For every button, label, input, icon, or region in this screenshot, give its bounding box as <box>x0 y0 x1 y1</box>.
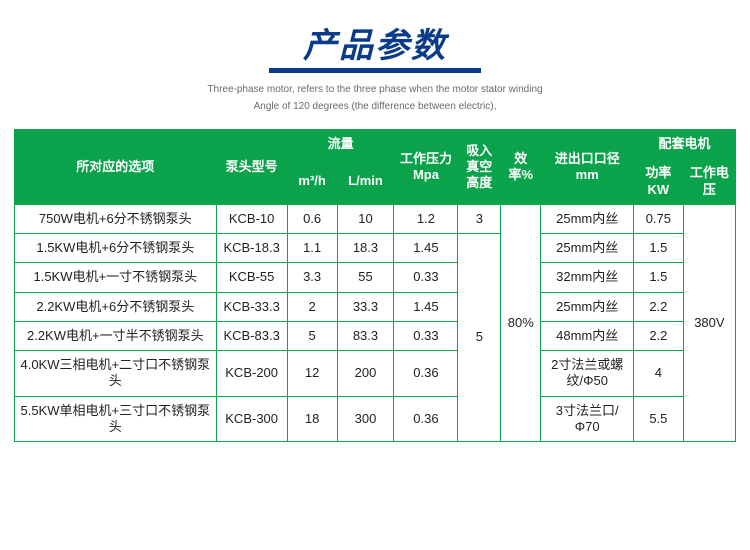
th-option: 所对应的选项 <box>15 130 217 205</box>
cell-inlet: 2寸法兰或螺纹/Φ50 <box>541 351 633 397</box>
cell-inlet: 25mm内丝 <box>541 292 633 321</box>
cell-suction-merged: 5 <box>458 234 501 442</box>
cell-m3h: 0.6 <box>287 204 337 233</box>
cell-model: KCB-10 <box>216 204 287 233</box>
cell-mpa: 0.33 <box>394 321 458 350</box>
th-power-kw: 功率KW <box>633 159 683 205</box>
cell-option: 2.2KW电机+6分不锈钢泵头 <box>15 292 217 321</box>
cell-inlet: 3寸法兰口/Φ70 <box>541 396 633 442</box>
cell-lmin: 33.3 <box>337 292 394 321</box>
cell-option: 2.2KW电机+一寸半不锈钢泵头 <box>15 321 217 350</box>
cell-model: KCB-18.3 <box>216 234 287 263</box>
cell-model: KCB-33.3 <box>216 292 287 321</box>
cell-kw: 5.5 <box>633 396 683 442</box>
cell-model: KCB-200 <box>216 351 287 397</box>
subtitle: Three-phase motor, refers to the three p… <box>0 81 750 115</box>
cell-lmin: 300 <box>337 396 394 442</box>
th-pump-model: 泵头型号 <box>216 130 287 205</box>
table-wrap: 所对应的选项 泵头型号 流量 工作压力Mpa 吸入真空高度 效率% 进出口口径m… <box>0 115 750 442</box>
th-voltage: 工作电压 <box>683 159 735 205</box>
th-inlet-outlet: 进出口口径mm <box>541 130 633 205</box>
cell-kw: 2.2 <box>633 292 683 321</box>
table-row: 1.5KW电机+一寸不锈钢泵头KCB-553.3550.33 32mm内丝1.5 <box>15 263 736 292</box>
title-block: 产品参数 Three-phase motor, refers to the th… <box>0 0 750 115</box>
cell-mpa: 1.2 <box>394 204 458 233</box>
cell-kw: 2.2 <box>633 321 683 350</box>
th-motor-group: 配套电机 <box>633 130 735 159</box>
cell-m3h: 3.3 <box>287 263 337 292</box>
table-row: 2.2KW电机+一寸半不锈钢泵头KCB-83.3583.30.33 48mm内丝2… <box>15 321 736 350</box>
cell-option: 1.5KW电机+6分不锈钢泵头 <box>15 234 217 263</box>
cell-efficiency: 80% <box>501 204 541 441</box>
cell-inlet: 25mm内丝 <box>541 204 633 233</box>
cell-m3h: 18 <box>287 396 337 442</box>
th-flow-lmin: L/min <box>337 159 394 205</box>
th-flow-group: 流量 <box>287 130 394 159</box>
spec-table: 所对应的选项 泵头型号 流量 工作压力Mpa 吸入真空高度 效率% 进出口口径m… <box>14 129 736 442</box>
th-flow-m3h: m³/h <box>287 159 337 205</box>
cell-option: 750W电机+6分不锈钢泵头 <box>15 204 217 233</box>
cell-mpa: 1.45 <box>394 292 458 321</box>
table-row: 4.0KW三相电机+二寸口不锈钢泵头KCB-200122000.36 2寸法兰或螺… <box>15 351 736 397</box>
cell-mpa: 1.45 <box>394 234 458 263</box>
table-row: 2.2KW电机+6分不锈钢泵头KCB-33.3233.31.45 25mm内丝2.… <box>15 292 736 321</box>
title-underline <box>269 68 481 73</box>
cell-model: KCB-300 <box>216 396 287 442</box>
cell-option: 1.5KW电机+一寸不锈钢泵头 <box>15 263 217 292</box>
cell-lmin: 18.3 <box>337 234 394 263</box>
cell-m3h: 5 <box>287 321 337 350</box>
cell-inlet: 25mm内丝 <box>541 234 633 263</box>
cell-voltage: 380V <box>683 204 735 441</box>
cell-m3h: 2 <box>287 292 337 321</box>
cell-option: 4.0KW三相电机+二寸口不锈钢泵头 <box>15 351 217 397</box>
page-title: 产品参数 <box>299 18 451 71</box>
subtitle-line1: Three-phase motor, refers to the three p… <box>0 81 750 98</box>
cell-m3h: 12 <box>287 351 337 397</box>
table-row: 1.5KW电机+6分不锈钢泵头KCB-18.31.118.31.45525mm内… <box>15 234 736 263</box>
cell-inlet: 48mm内丝 <box>541 321 633 350</box>
cell-inlet: 32mm内丝 <box>541 263 633 292</box>
cell-kw: 4 <box>633 351 683 397</box>
cell-suction: 3 <box>458 204 501 233</box>
cell-lmin: 83.3 <box>337 321 394 350</box>
cell-model: KCB-83.3 <box>216 321 287 350</box>
cell-lmin: 55 <box>337 263 394 292</box>
title-text: 产品参数 <box>303 27 447 65</box>
cell-kw: 0.75 <box>633 204 683 233</box>
cell-lmin: 10 <box>337 204 394 233</box>
cell-mpa: 0.36 <box>394 396 458 442</box>
cell-mpa: 0.33 <box>394 263 458 292</box>
cell-m3h: 1.1 <box>287 234 337 263</box>
cell-kw: 1.5 <box>633 234 683 263</box>
table-row: 750W电机+6分不锈钢泵头KCB-100.6101.2380%25mm内丝0.… <box>15 204 736 233</box>
cell-option: 5.5KW单相电机+三寸口不锈钢泵头 <box>15 396 217 442</box>
cell-kw: 1.5 <box>633 263 683 292</box>
cell-mpa: 0.36 <box>394 351 458 397</box>
th-pressure: 工作压力Mpa <box>394 130 458 205</box>
th-suction: 吸入真空高度 <box>458 130 501 205</box>
cell-lmin: 200 <box>337 351 394 397</box>
table-row: 5.5KW单相电机+三寸口不锈钢泵头KCB-300183000.36 3寸法兰口/… <box>15 396 736 442</box>
subtitle-line2: Angle of 120 degrees (the difference bet… <box>0 98 750 115</box>
th-efficiency: 效率% <box>501 130 541 205</box>
cell-model: KCB-55 <box>216 263 287 292</box>
